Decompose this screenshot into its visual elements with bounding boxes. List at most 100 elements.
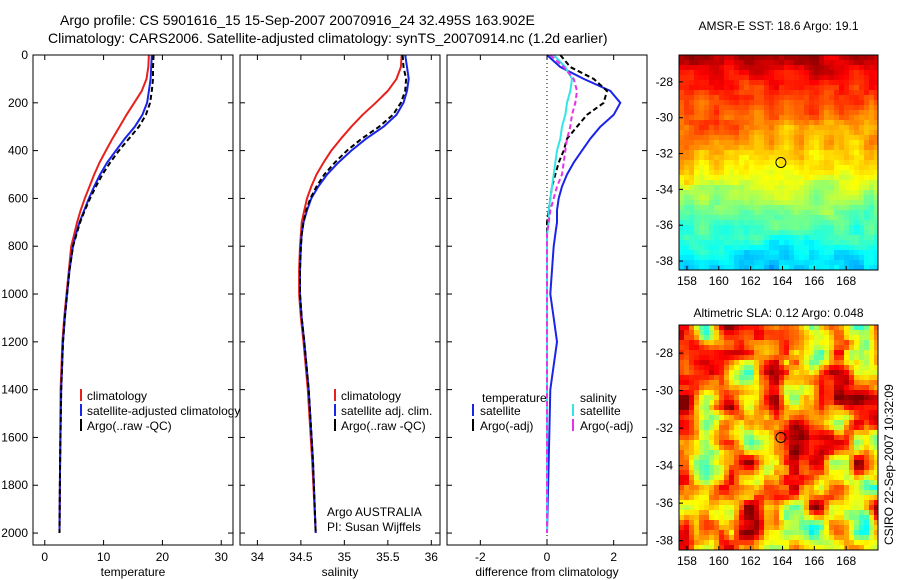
heatmap-cell — [699, 475, 705, 481]
heatmap-cell — [754, 85, 760, 91]
heatmap-cell — [784, 430, 790, 436]
heatmap-cell — [734, 55, 740, 61]
heatmap-cell — [814, 170, 820, 176]
heatmap-cell — [774, 365, 780, 371]
heatmap-cell — [809, 220, 815, 226]
heatmap-cell — [854, 105, 860, 111]
heatmap-cell — [754, 390, 760, 396]
heatmap-cell — [839, 95, 845, 101]
heatmap-cell — [869, 120, 875, 126]
heatmap-cell — [739, 240, 745, 246]
heatmap-cell — [689, 425, 695, 431]
heatmap-cell — [774, 250, 780, 256]
heatmap-cell — [699, 140, 705, 146]
heatmap-cell — [744, 505, 750, 511]
heatmap-cell — [804, 155, 810, 161]
heatmap-cell — [679, 170, 685, 176]
heatmap-cell — [714, 390, 720, 396]
heatmap-cell — [729, 350, 735, 356]
heatmap-cell — [834, 500, 840, 506]
heatmap-cell — [739, 350, 745, 356]
heatmap-cell — [724, 425, 730, 431]
heatmap-cell — [804, 450, 810, 456]
heatmap-cell — [839, 485, 845, 491]
heatmap-cell — [804, 200, 810, 206]
heatmap-cell — [874, 380, 878, 386]
heatmap-cell — [874, 495, 878, 501]
heatmap-cell — [684, 60, 690, 66]
heatmap-cell — [829, 470, 835, 476]
heatmap-cell — [814, 410, 820, 416]
heatmap-cell — [774, 185, 780, 191]
heatmap-cell — [789, 255, 795, 261]
heatmap-cell — [864, 105, 870, 111]
heatmap-cell — [834, 325, 840, 331]
heatmap-cell — [799, 100, 805, 106]
heatmap-cell — [719, 225, 725, 231]
heatmap-cell — [789, 205, 795, 211]
heatmap-cell — [724, 210, 730, 216]
heatmap-cell — [844, 115, 850, 121]
heatmap-cell — [769, 155, 775, 161]
heatmap-cell — [869, 95, 875, 101]
heatmap-cell — [784, 210, 790, 216]
heatmap-cell — [859, 415, 865, 421]
heatmap-cell — [854, 490, 860, 496]
heatmap-cell — [799, 55, 805, 61]
heatmap-cell — [754, 405, 760, 411]
heatmap-cell — [809, 425, 815, 431]
heatmap-cell — [774, 245, 780, 251]
heatmap-cell — [809, 190, 815, 196]
heatmap-cell — [689, 525, 695, 531]
heatmap-cell — [809, 60, 815, 66]
heatmap-cell — [779, 125, 785, 131]
heatmap-cell — [844, 375, 850, 381]
heatmap-cell — [754, 490, 760, 496]
heatmap-cell — [804, 440, 810, 446]
heatmap-cell — [709, 70, 715, 76]
heatmap-cell — [699, 470, 705, 476]
heatmap-cell — [699, 380, 705, 386]
heatmap-cell — [789, 105, 795, 111]
heatmap-cell — [759, 530, 765, 536]
heatmap-cell — [794, 170, 800, 176]
heatmap-cell — [754, 325, 760, 331]
heatmap-cell — [689, 150, 695, 156]
heatmap-cell — [729, 125, 735, 131]
heatmap-cell — [869, 465, 875, 471]
heatmap-cell — [844, 345, 850, 351]
heatmap-cell — [714, 350, 720, 356]
heatmap-cell — [689, 180, 695, 186]
heatmap-cell — [834, 345, 840, 351]
heatmap-cell — [719, 60, 725, 66]
heatmap-cell — [734, 375, 740, 381]
heatmap-cell — [869, 375, 875, 381]
heatmap-cell — [839, 145, 845, 151]
heatmap-cell — [764, 495, 770, 501]
heatmap-cell — [769, 70, 775, 76]
heatmap-cell — [769, 370, 775, 376]
heatmap-cell — [814, 545, 820, 550]
heatmap-cell — [829, 255, 835, 261]
heatmap-cell — [764, 95, 770, 101]
heatmap-cell — [774, 410, 780, 416]
heatmap-cell — [789, 325, 795, 331]
heatmap-cell — [834, 540, 840, 546]
heatmap-cell — [719, 235, 725, 241]
heatmap-cell — [704, 385, 710, 391]
heatmap-cell — [864, 220, 870, 226]
heatmap-cell — [839, 460, 845, 466]
heatmap-cell — [719, 255, 725, 261]
heatmap-cell — [809, 360, 815, 366]
heatmap-cell — [859, 385, 865, 391]
heatmap-cell — [799, 95, 805, 101]
heatmap-cell — [869, 525, 875, 531]
heatmap-cell — [724, 475, 730, 481]
heatmap-cell — [779, 515, 785, 521]
heatmap-cell — [829, 130, 835, 136]
heatmap-cell — [834, 225, 840, 231]
heatmap-cell — [774, 390, 780, 396]
heatmap-cell — [829, 405, 835, 411]
heatmap-cell — [719, 345, 725, 351]
